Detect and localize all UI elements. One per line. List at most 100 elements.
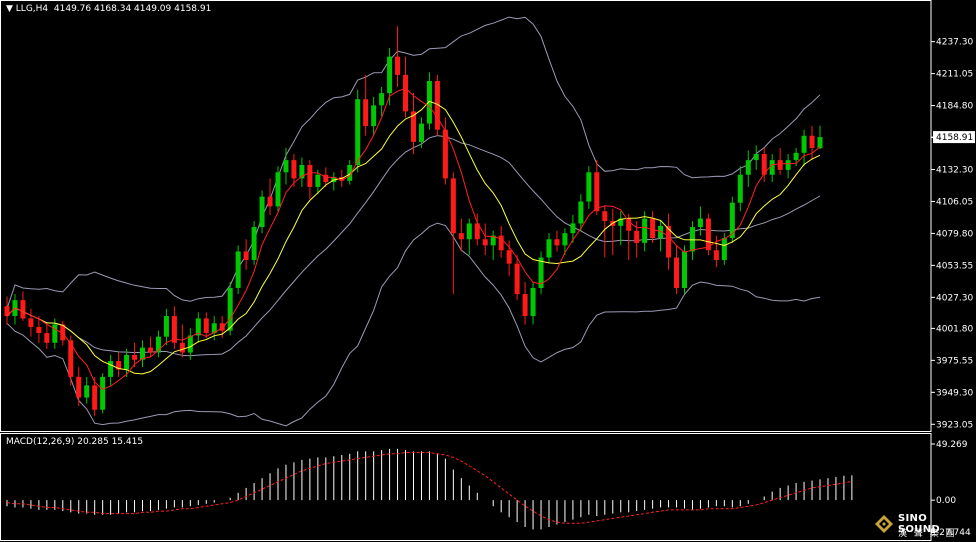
candle — [650, 211, 656, 243]
candle — [602, 206, 608, 258]
candle-body — [626, 218, 632, 231]
candle — [28, 308, 34, 337]
price-axis: 4237.304211.054184.804158.554132.304106.… — [931, 38, 975, 430]
candle — [84, 376, 90, 404]
candle — [554, 230, 560, 252]
candle-body — [562, 233, 568, 246]
candle-body — [809, 135, 815, 148]
candle — [522, 281, 528, 325]
candle-body — [586, 172, 592, 202]
dropdown-arrow-icon[interactable]: ▼ — [6, 4, 13, 14]
candle — [108, 354, 114, 386]
candle-body — [650, 218, 656, 239]
price-tick-label: 3923.05 — [936, 420, 973, 430]
candle — [155, 330, 161, 358]
candle — [411, 93, 416, 155]
candle-body — [793, 152, 799, 161]
candle — [355, 89, 361, 173]
price-tick-label: 4027.30 — [936, 293, 973, 303]
candle-body — [147, 347, 153, 353]
candle-body — [20, 300, 26, 319]
candle — [666, 213, 672, 270]
candle — [403, 56, 409, 118]
candle — [530, 281, 536, 325]
candle — [259, 190, 265, 234]
candle — [251, 221, 257, 265]
candle-body — [530, 287, 536, 316]
candle-body — [275, 172, 281, 207]
candle-body — [777, 160, 783, 170]
main-pane-border — [0, 0, 932, 432]
candle-body — [4, 306, 10, 316]
candle-body — [482, 239, 488, 246]
candle — [124, 348, 130, 377]
candle — [586, 166, 592, 209]
candle-body — [291, 160, 297, 179]
candle-body — [299, 164, 305, 179]
sino-sound-logo: SINO SOUND 漢 聲 集 團 — [874, 510, 970, 540]
candle — [275, 166, 281, 212]
candle — [474, 213, 480, 246]
candle-body — [506, 250, 512, 264]
candle — [458, 218, 464, 252]
candle — [689, 221, 695, 260]
candle — [618, 211, 624, 246]
candle — [227, 281, 233, 336]
candle — [291, 154, 297, 187]
price-tick-label: 4106.05 — [936, 197, 973, 207]
candle-body — [411, 111, 416, 142]
candle — [379, 87, 385, 117]
price-tick-label: 3949.30 — [936, 388, 973, 398]
macd-header: MACD(12,26,9) 20.285 15.415 — [6, 437, 143, 447]
candle-body — [387, 56, 393, 94]
candle-body — [578, 201, 584, 224]
candle-body — [68, 340, 74, 377]
candle-body — [395, 56, 401, 75]
sino-sound-logo-icon — [875, 515, 893, 533]
candle-body — [594, 172, 600, 212]
candle-body — [682, 251, 687, 288]
candle-body — [243, 251, 249, 260]
candle — [682, 245, 687, 295]
candle-body — [116, 361, 122, 370]
candle — [36, 315, 42, 343]
price-tick-label: 4053.55 — [936, 261, 973, 271]
candle-body — [666, 225, 672, 258]
logo-text-en: SINO SOUND — [898, 513, 940, 535]
candle — [697, 206, 703, 236]
candle-body — [76, 376, 82, 398]
candle — [737, 166, 743, 212]
candle-body — [634, 230, 640, 243]
candle-body — [450, 178, 456, 234]
candle-body — [235, 251, 241, 288]
bollinger-upper-line — [6, 16, 821, 309]
candle-body — [729, 202, 735, 239]
candle — [347, 160, 353, 185]
macd-pane: 49.269 0.00 -27.744 — [0, 433, 971, 541]
candle-body — [371, 105, 377, 127]
candle-body — [363, 99, 369, 127]
candle-body — [458, 233, 464, 240]
candle — [642, 211, 648, 252]
candle-body — [403, 74, 409, 112]
candle — [44, 324, 50, 349]
candle-body — [132, 354, 138, 360]
chart-header: ▼ LLG,H4 4149.76 4168.34 4149.09 4158.91 — [6, 4, 211, 14]
logo-text-cn: 漢 聲 集 團 — [898, 529, 957, 539]
candle — [243, 239, 249, 270]
candle-body — [211, 323, 217, 334]
candle — [283, 147, 289, 185]
candle-body — [426, 80, 432, 124]
candle-body — [84, 385, 90, 398]
main-price-pane — [0, 0, 932, 432]
candle-body — [418, 123, 424, 142]
candle — [363, 74, 369, 136]
symbol-label: LLG,H4 — [15, 4, 49, 14]
candle — [76, 367, 82, 407]
candle-body — [642, 218, 648, 243]
candle — [809, 126, 815, 161]
candle — [490, 230, 496, 260]
candle — [745, 150, 751, 187]
candle — [713, 235, 719, 268]
